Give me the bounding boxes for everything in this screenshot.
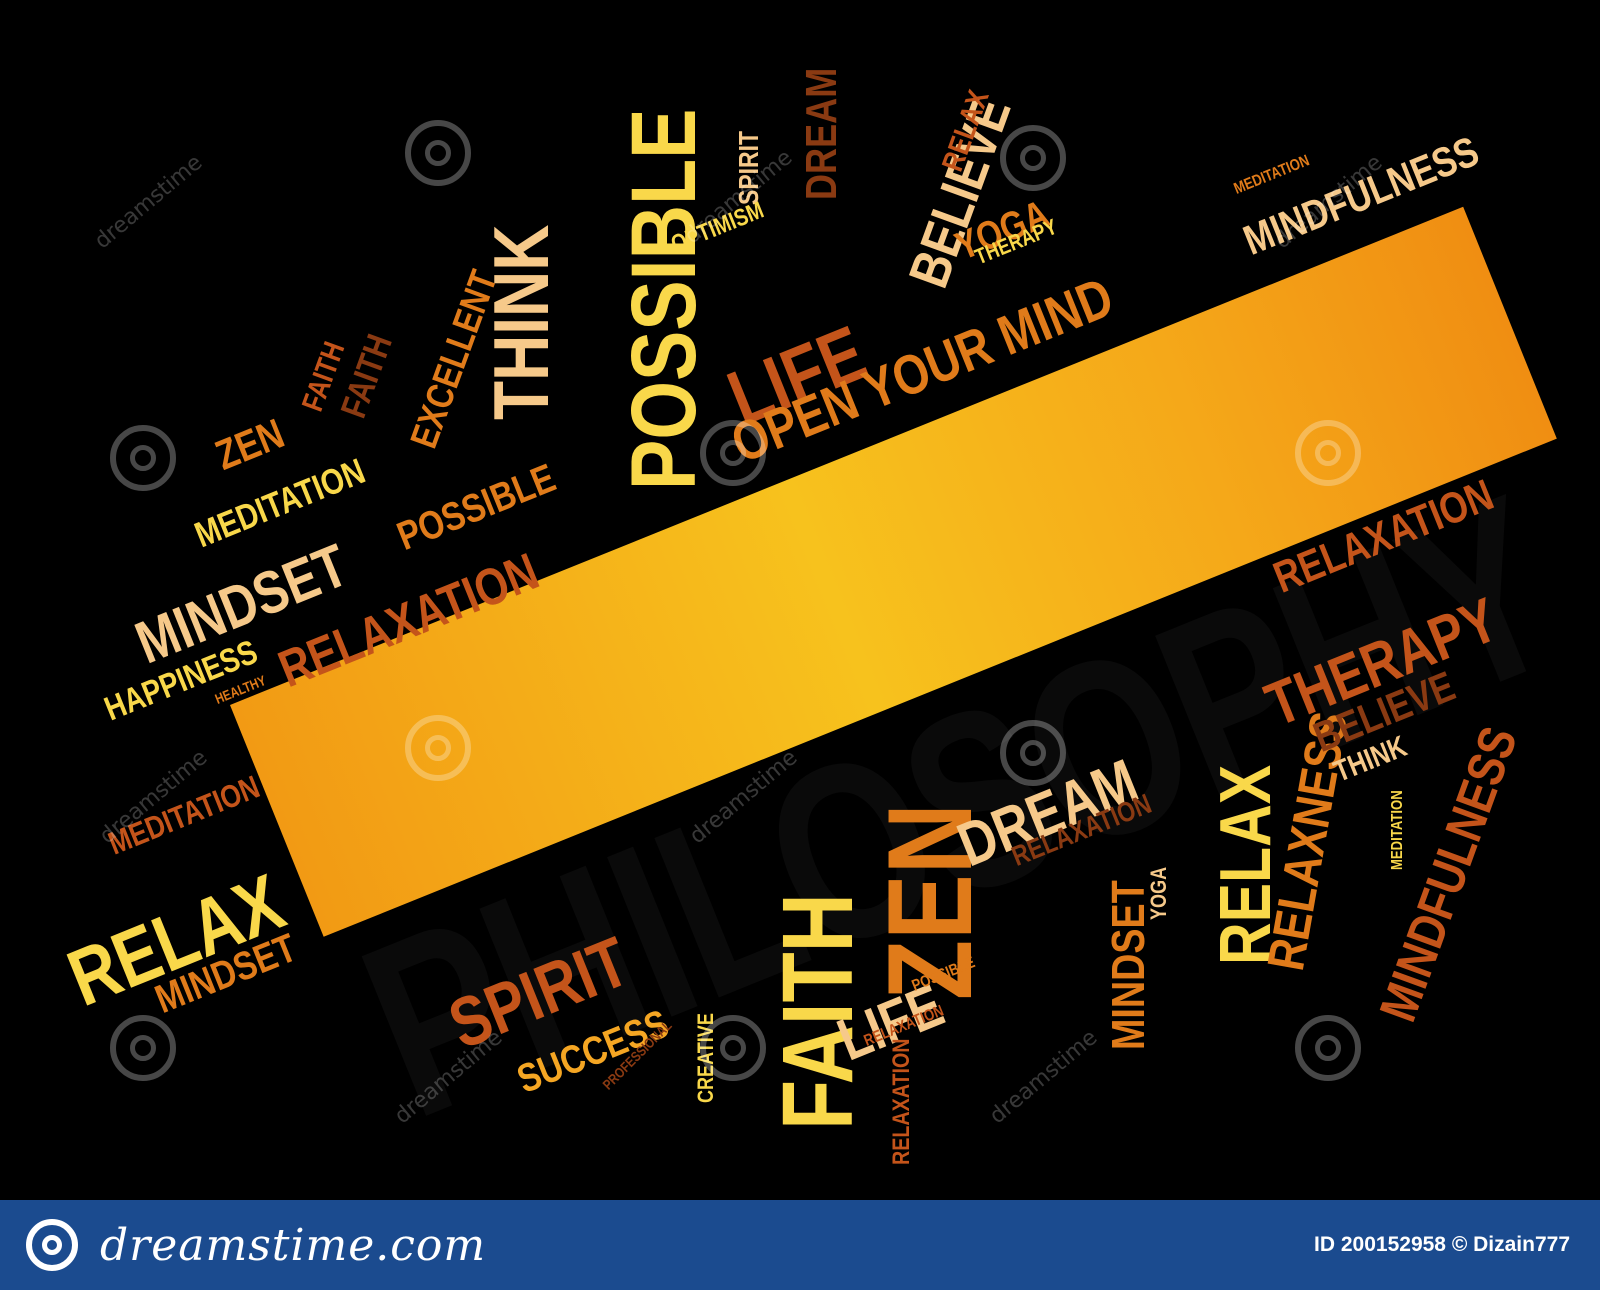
cloud-word: THINK	[477, 224, 565, 420]
watermark-swirl-icon	[1000, 720, 1066, 786]
watermark-swirl-icon	[700, 1015, 766, 1081]
watermark-text: dreamstime	[985, 1025, 1103, 1130]
cloud-word: POSSIBLE	[391, 456, 562, 559]
footer-brand: dreamstime.com	[100, 1219, 487, 1271]
cloud-word: MINDSET	[1102, 880, 1154, 1050]
watermark-swirl-icon	[110, 1015, 176, 1081]
dreamstime-logo-icon	[26, 1219, 78, 1271]
cloud-word: MEDITATION	[188, 450, 371, 556]
watermark-swirl-icon	[405, 715, 471, 781]
cloud-word: ZEN	[208, 409, 291, 479]
cloud-word: FAITH	[332, 328, 400, 423]
cloud-word: DREAM	[797, 67, 846, 200]
cloud-word: MEDITATION	[1231, 152, 1312, 198]
watermark-swirl-icon	[1000, 125, 1066, 191]
stock-footer-bar: dreamstime.com ID 200152958 © Dizain777	[0, 1200, 1600, 1290]
cloud-word: YOGA	[1146, 866, 1171, 920]
cloud-word: POSSIBLE	[613, 108, 715, 490]
watermark-text: dreamstime	[90, 150, 208, 255]
watermark-swirl-icon	[405, 120, 471, 186]
word-cloud-canvas: PHILOSOPHY POSSIBLE THINK EXCELLENT FAIT…	[56, 67, 1557, 1165]
footer-brand-group[interactable]: dreamstime.com	[26, 1219, 486, 1271]
watermark-swirl-icon	[1295, 1015, 1361, 1081]
watermark-swirl-icon	[1295, 420, 1361, 486]
watermark-swirl-icon	[700, 420, 766, 486]
footer-credit: ID 200152958 © Dizain777	[1314, 1233, 1570, 1256]
cloud-word: RELAXATION	[888, 1038, 915, 1165]
cloud-word: MEDITATION	[1389, 790, 1406, 870]
watermark-swirl-icon	[110, 425, 176, 491]
